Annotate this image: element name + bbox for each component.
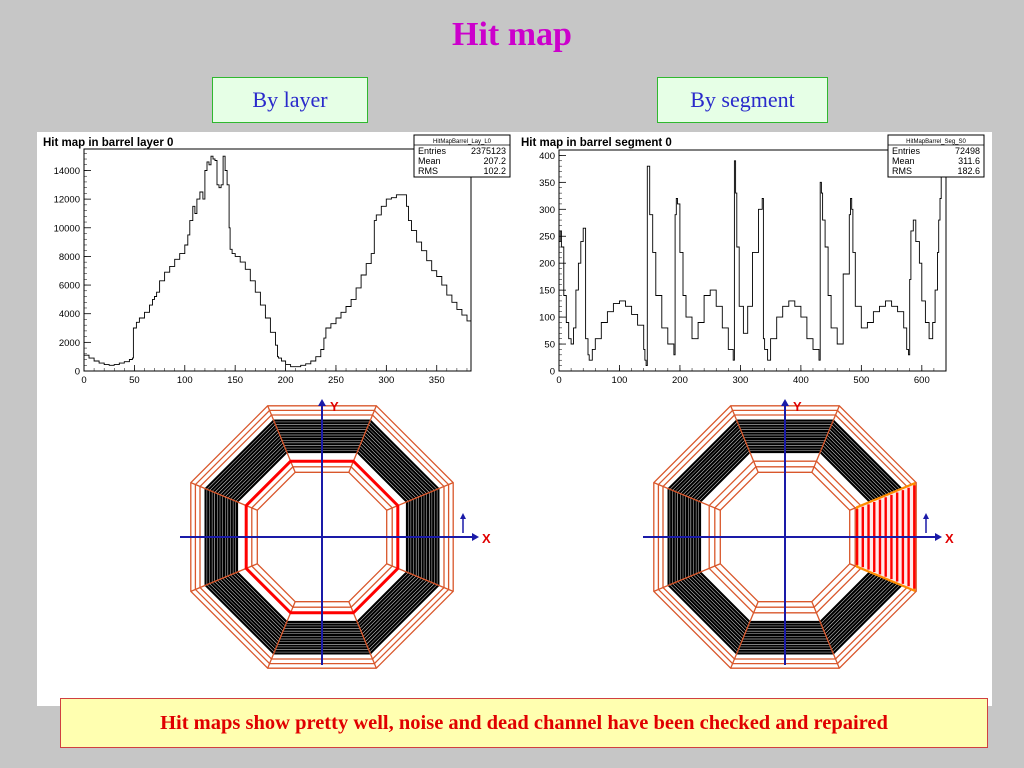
x-direction-arrow: [923, 513, 929, 519]
x-tick-label: 350: [429, 375, 445, 386]
x-tick-label: 600: [914, 375, 930, 386]
y-tick-label: 14000: [54, 166, 80, 177]
y-tick-label: 6000: [59, 281, 80, 292]
y-tick-label: 2000: [59, 338, 80, 349]
stats-value: 207.2: [483, 156, 506, 166]
x-tick-label: 300: [378, 375, 394, 386]
stats-label: Entries: [892, 146, 921, 156]
segment-boundary: [653, 482, 721, 511]
stats-name: HitMapBarrel_Seg_S0: [906, 139, 966, 145]
x-tick-label: 100: [177, 375, 193, 386]
x-tick-label: 0: [556, 375, 561, 386]
chart-title: Hit map in barrel segment 0: [521, 137, 672, 149]
y-tick-label: 10000: [54, 223, 80, 234]
y-tick-label: 100: [539, 313, 555, 324]
page-title: Hit map: [452, 16, 572, 53]
layer-diagram: XY: [180, 399, 491, 669]
stats-label: RMS: [892, 166, 912, 176]
highlight-layer: [244, 459, 400, 615]
segment-boundary: [811, 601, 840, 669]
hit-series-line: [559, 160, 946, 367]
x-axis-label: X: [482, 531, 491, 546]
segment-diagram: XY: [643, 399, 954, 669]
content-panel: Hit map in barrel layer 0 HitMapBarrel_La…: [37, 132, 992, 706]
y-tick-label: 0: [550, 367, 555, 378]
x-tick-label: 250: [328, 375, 344, 386]
y-axis-label: Y: [330, 399, 339, 414]
stats-value: 72498: [955, 146, 980, 156]
x-tick-label: 50: [129, 375, 140, 386]
stats-label: Mean: [418, 156, 441, 166]
x-tick-label: 150: [227, 375, 243, 386]
chart-barrel-layer: Hit map in barrel layer 0 HitMapBarrel_La…: [43, 134, 511, 386]
x-tick-label: 100: [612, 375, 628, 386]
y-tick-label: 50: [544, 340, 555, 351]
y-tick-label: 0: [75, 367, 80, 378]
y-tick-label: 350: [539, 178, 555, 189]
x-tick-label: 400: [793, 375, 809, 386]
x-axis-arrow: [935, 533, 942, 541]
y-tick-label: 250: [539, 232, 555, 243]
x-axis-label: X: [945, 531, 954, 546]
x-tick-label: 200: [672, 375, 688, 386]
y-axis-arrow: [781, 399, 789, 406]
y-tick-label: 300: [539, 205, 555, 216]
stats-box: [887, 134, 985, 178]
x-tick-label: 300: [732, 375, 748, 386]
stats-label: Entries: [418, 146, 447, 156]
x-tick-label: 0: [81, 375, 86, 386]
x-tick-label: 500: [853, 375, 869, 386]
y-tick-label: 200: [539, 259, 555, 270]
y-tick-label: 12000: [54, 195, 80, 206]
stats-box: [413, 134, 511, 178]
y-tick-label: 150: [539, 286, 555, 297]
y-axis-arrow: [318, 399, 326, 406]
stats-value: 311.6: [958, 156, 980, 166]
x-tick-label: 200: [278, 375, 294, 386]
chart-barrel-segment: Hit map in barrel segment 0 HitMapBarrel_…: [521, 134, 985, 386]
segment-boundary: [730, 405, 759, 473]
stats-value: 2375123: [471, 146, 506, 156]
segment-boundary: [730, 601, 759, 669]
stats-value: 102.2: [483, 166, 506, 176]
x-axis-arrow: [472, 533, 479, 541]
y-tick-label: 8000: [59, 252, 80, 263]
y-tick-label: 400: [539, 151, 555, 162]
y-axis-label: Y: [793, 399, 802, 414]
hit-series-line: [84, 155, 472, 368]
segment-boundary: [811, 405, 840, 473]
by-layer-label: By layer: [212, 77, 368, 123]
plot-frame: [83, 148, 472, 372]
segment-boundary: [653, 563, 721, 592]
x-direction-arrow: [460, 513, 466, 519]
stats-label: Mean: [892, 156, 915, 166]
by-segment-label: By segment: [657, 77, 828, 123]
y-tick-label: 4000: [59, 309, 80, 320]
footer-note: Hit maps show pretty well, noise and dea…: [60, 698, 988, 748]
stats-label: RMS: [418, 166, 438, 176]
chart-title: Hit map in barrel layer 0: [43, 137, 173, 149]
stats-name: HitMapBarrel_Lay_L0: [433, 139, 492, 145]
stats-value: 182.6: [957, 166, 980, 176]
